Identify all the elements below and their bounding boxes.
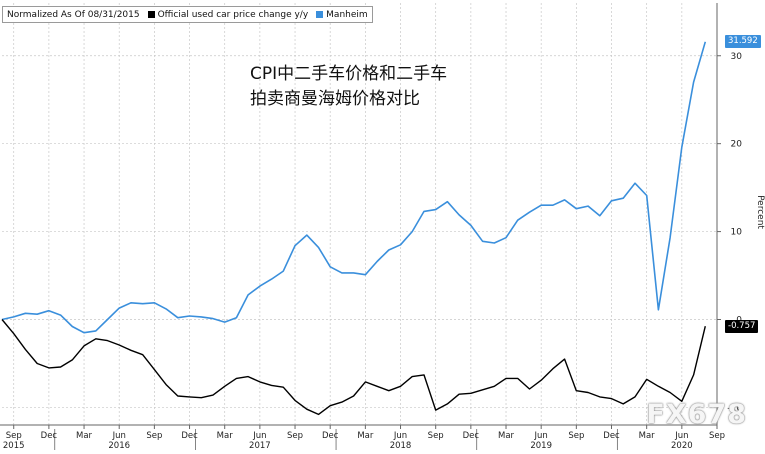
x-tick-label: Mar bbox=[498, 431, 515, 441]
x-tick-label: Dec bbox=[463, 431, 480, 441]
x-tick-label: Sep bbox=[6, 431, 22, 441]
x-tick-label: Sep bbox=[287, 431, 303, 441]
y-axis-title: Percent bbox=[755, 195, 765, 229]
legend-swatch-official bbox=[147, 11, 155, 18]
grid-layer bbox=[2, 3, 718, 425]
x-tick-label: Jun bbox=[674, 431, 688, 441]
series-layer bbox=[1, 41, 707, 416]
legend-note-text: Normalized As Of 08/31/2015 bbox=[7, 9, 140, 20]
x-tick-label: Sep bbox=[146, 431, 162, 441]
series-line-official bbox=[1, 319, 706, 416]
manheim-last-value-badge: 31.592 bbox=[725, 35, 761, 49]
x-year-label: 2019 bbox=[530, 441, 552, 450]
official-last-value-badge: -0.757 bbox=[725, 319, 759, 333]
x-year-label: 2017 bbox=[249, 441, 271, 450]
x-tick-label: Dec bbox=[181, 431, 198, 441]
legend-label-manheim: Manheim bbox=[326, 9, 368, 20]
chart-title-line2: 拍卖商曼海姆价格对比 bbox=[250, 89, 420, 109]
x-tick-label: Sep bbox=[428, 431, 444, 441]
label-layer: Sep Dec Mar Jun Sep Dec Mar Jun Sep Dec Mar Jun Sep D… bbox=[3, 52, 765, 451]
x-tick-label: Dec bbox=[322, 431, 339, 441]
x-tick-label: Dec bbox=[41, 431, 58, 441]
legend-item-official: Official used car price change y/y bbox=[147, 9, 309, 20]
chart-title: CPI中二手车价格和二手车 拍卖商曼海姆价格对比 bbox=[250, 62, 447, 112]
y-tick-label: -10 bbox=[727, 403, 742, 413]
x-tick-label: Mar bbox=[639, 431, 656, 441]
legend-swatch-manheim bbox=[316, 11, 324, 18]
watermark-logo: FX678 bbox=[646, 399, 747, 430]
x-tick-label: Mar bbox=[357, 431, 374, 441]
x-year-label: 2015 bbox=[3, 441, 25, 450]
x-tick-label: Mar bbox=[217, 431, 234, 441]
x-tick-label: Dec bbox=[603, 431, 620, 441]
legend: Normalized As Of 08/31/2015 Official use… bbox=[2, 6, 373, 23]
x-tick-label: Jun bbox=[112, 431, 126, 441]
chart-title-line1: CPI中二手车价格和二手车 bbox=[250, 64, 448, 84]
y-tick-label: 30 bbox=[731, 52, 743, 62]
x-tick-label: Mar bbox=[76, 431, 93, 441]
x-tick-label: Jun bbox=[534, 431, 548, 441]
legend-note: Normalized As Of 08/31/2015 bbox=[7, 10, 140, 20]
x-tick-label: Jun bbox=[252, 431, 266, 441]
x-tick-label: Sep bbox=[709, 431, 725, 441]
y-tick-label: 20 bbox=[731, 140, 743, 150]
y-tick-label: 10 bbox=[731, 228, 743, 238]
legend-item-manheim: Manheim bbox=[316, 10, 368, 20]
series-line-manheim bbox=[1, 41, 707, 334]
x-tick-label: Sep bbox=[568, 431, 584, 441]
axis-layer bbox=[0, 3, 721, 450]
x-year-label: 2018 bbox=[390, 441, 412, 450]
x-year-label: 2020 bbox=[671, 441, 693, 450]
x-tick-label: Jun bbox=[393, 431, 407, 441]
legend-label-official: Official used car price change y/y bbox=[157, 9, 309, 20]
x-year-label: 2016 bbox=[108, 441, 130, 450]
